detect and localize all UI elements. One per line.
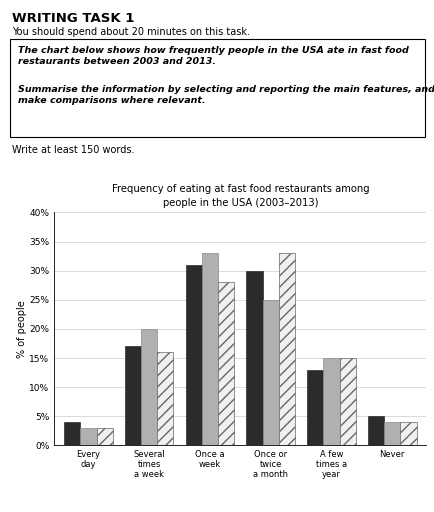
Bar xyxy=(383,422,399,445)
Bar xyxy=(10,39,424,137)
Bar xyxy=(246,271,262,445)
Text: Write at least 150 words.: Write at least 150 words. xyxy=(12,145,134,155)
Bar xyxy=(217,283,234,445)
Bar xyxy=(322,358,339,445)
Text: You should spend about 20 minutes on this task.: You should spend about 20 minutes on thi… xyxy=(12,27,250,37)
Bar xyxy=(96,428,112,445)
Title: Frequency of eating at fast food restaurants among
people in the ​USA (2003–2013: Frequency of eating at fast food restaur… xyxy=(111,184,368,207)
Bar xyxy=(339,358,355,445)
Bar xyxy=(262,300,278,445)
Y-axis label: % of people: % of people xyxy=(16,300,26,358)
Bar xyxy=(306,370,322,445)
Bar xyxy=(64,422,80,445)
Bar xyxy=(367,416,383,445)
Bar xyxy=(201,253,217,445)
Bar xyxy=(399,422,416,445)
Bar xyxy=(141,329,157,445)
Text: The chart below shows how frequently people in the USA ate in fast food: The chart below shows how frequently peo… xyxy=(18,46,408,55)
Text: WRITING TASK 1: WRITING TASK 1 xyxy=(12,12,134,25)
Bar xyxy=(80,428,96,445)
Text: restaurants between 2003 and 2013.: restaurants between 2003 and 2013. xyxy=(18,57,216,66)
Text: Summarise the information by selecting and reporting the main features, and: Summarise the information by selecting a… xyxy=(18,85,434,94)
Bar xyxy=(157,352,173,445)
Bar xyxy=(185,265,201,445)
Bar xyxy=(125,347,141,445)
Text: make comparisons where relevant.: make comparisons where relevant. xyxy=(18,96,205,105)
Bar xyxy=(278,253,294,445)
